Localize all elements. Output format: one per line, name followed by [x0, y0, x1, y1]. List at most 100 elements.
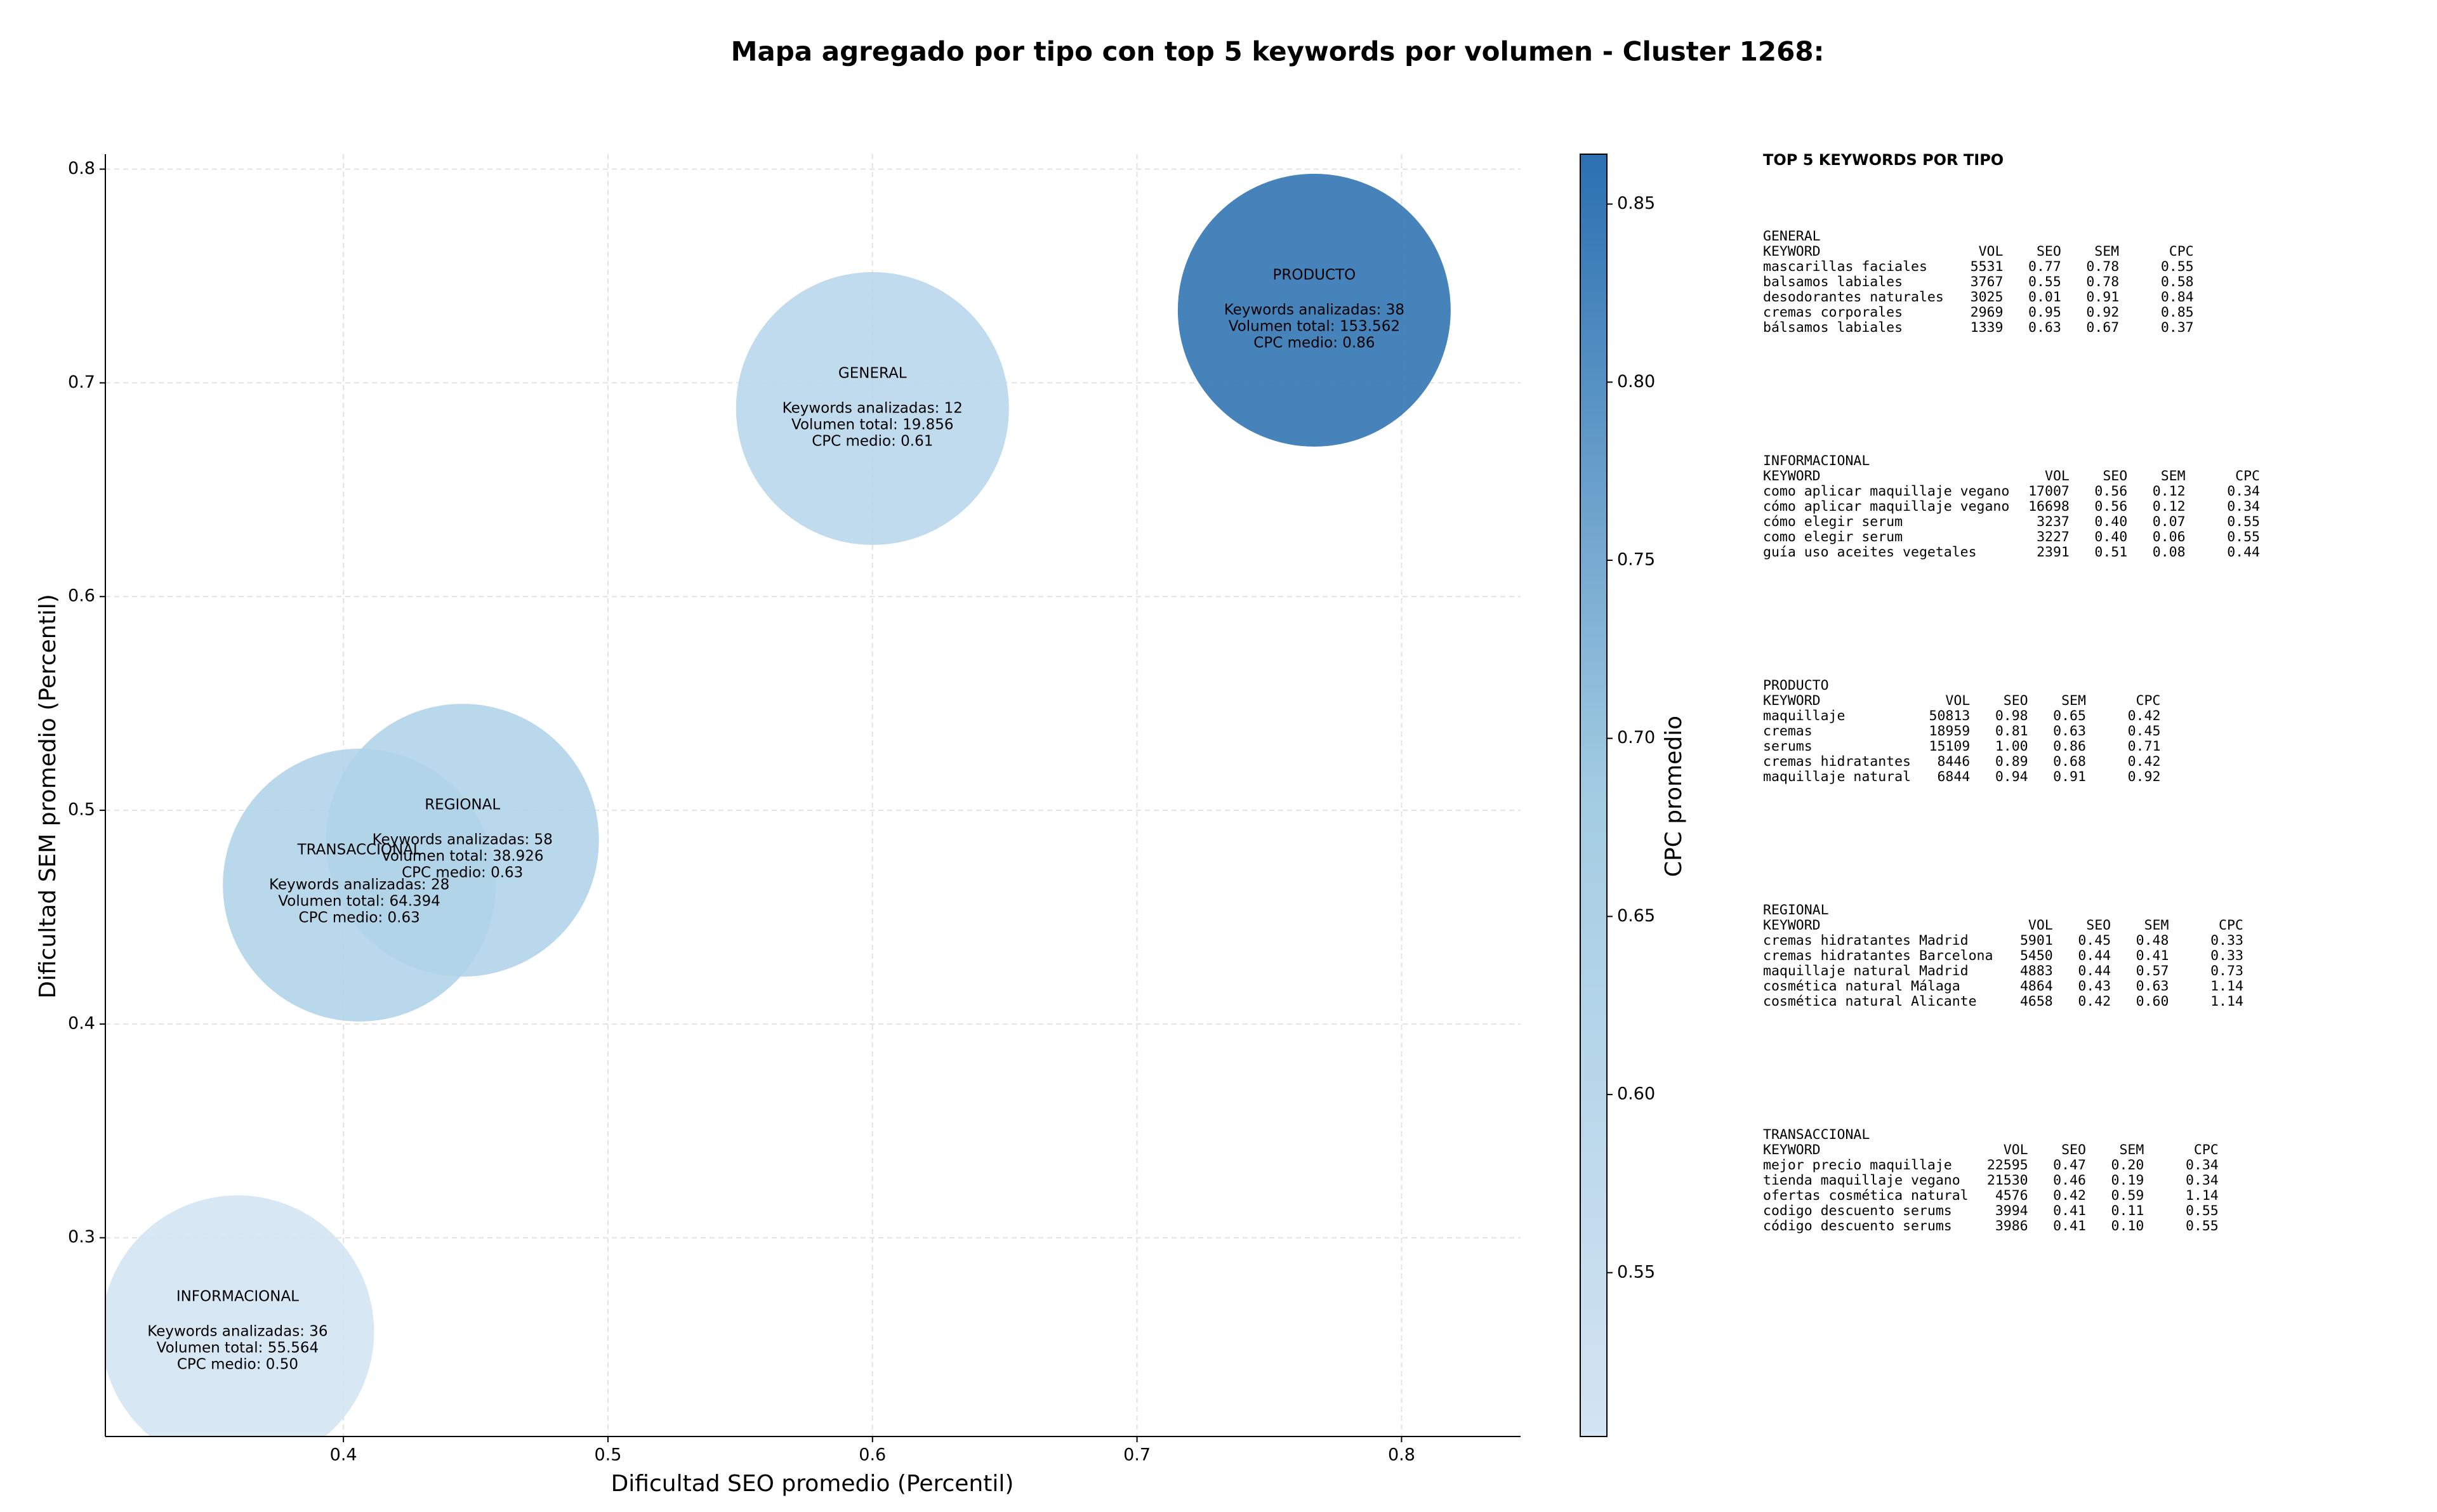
bubble: [1177, 173, 1451, 447]
table-cell: maquillaje: [1763, 708, 1845, 724]
table-cell: 0.11: [2111, 1203, 2144, 1219]
table-cell: 0.43: [2078, 978, 2111, 994]
column-header: SEM: [2094, 244, 2119, 260]
table-cell: 0.71: [2128, 739, 2161, 754]
table-cell: como elegir serum: [1763, 529, 1903, 545]
colorbar-tick-label: 0.60: [1617, 1084, 1655, 1104]
table-cell: 0.45: [2128, 723, 2161, 739]
table-cell: 0.92: [2128, 769, 2161, 785]
column-header: KEYWORD: [1763, 468, 1821, 484]
table-cell: 0.55: [2227, 529, 2260, 545]
table-cell: 0.47: [2053, 1157, 2086, 1173]
column-header: SEO: [2037, 244, 2061, 260]
colorbar-tick-label: 0.70: [1617, 728, 1655, 747]
table-cell: como aplicar maquillaje vegano: [1763, 483, 2009, 499]
bubble-annotation: Keywords analizadas: 28: [269, 876, 449, 893]
colorbar-tick-label: 0.80: [1617, 372, 1655, 391]
table-cell: 6844: [1937, 769, 1970, 785]
table-cell: 0.33: [2210, 948, 2243, 964]
column-header: SEM: [2061, 693, 2086, 709]
table-cell: 0.63: [2028, 320, 2061, 336]
colorbar-label: CPC promedio: [1661, 716, 1687, 877]
bubble: [736, 272, 1009, 545]
table-cell: 0.40: [2094, 529, 2127, 545]
panel-title: TOP 5 KEYWORDS POR TIPO: [1763, 151, 2004, 169]
column-header: VOL: [2028, 917, 2053, 933]
section-heading: REGIONAL: [1763, 902, 1829, 918]
table-cell: cómo elegir serum: [1763, 514, 1903, 530]
table-cell: 3227: [2037, 529, 2070, 545]
table-cell: 0.56: [2094, 483, 2127, 499]
table-cell: 0.57: [2136, 963, 2169, 979]
table-cell: 4864: [2020, 978, 2053, 994]
table-cell: 0.56: [2094, 499, 2127, 515]
table-cell: 3994: [1995, 1203, 2028, 1219]
bubble-label: GENERAL: [838, 365, 907, 381]
x-tick-label: 0.5: [594, 1445, 621, 1465]
table-cell: 0.95: [2028, 305, 2061, 320]
column-header: VOL: [1945, 693, 1970, 709]
table-cell: 0.41: [2136, 948, 2169, 964]
column-header: VOL: [2045, 468, 2070, 484]
table-cell: 18959: [1929, 723, 1971, 739]
column-header: KEYWORD: [1763, 244, 1821, 260]
table-cell: 0.34: [2186, 1173, 2219, 1188]
column-header: VOL: [1979, 244, 2004, 260]
table-cell: 0.10: [2111, 1218, 2144, 1234]
table-cell: 2969: [1971, 305, 2004, 320]
table-cell: 1.00: [1995, 739, 2028, 754]
table-cell: 0.63: [2053, 723, 2086, 739]
table-cell: 0.42: [2053, 1188, 2086, 1204]
table-cell: 5531: [1971, 259, 2004, 275]
table-cell: 0.55: [2028, 274, 2061, 290]
table-cell: 0.77: [2028, 259, 2061, 275]
table-cell: 0.44: [2078, 948, 2111, 964]
column-header: CPC: [2136, 693, 2161, 709]
bubble-label: PRODUCTO: [1273, 266, 1356, 283]
table-cell: 1.14: [2186, 1188, 2219, 1204]
bubble-annotation: Keywords analizadas: 12: [783, 400, 963, 416]
table-cell: 0.19: [2111, 1173, 2144, 1188]
y-tick-label: 0.5: [68, 800, 95, 820]
table-cell: 4576: [1995, 1188, 2028, 1204]
bubble-annotation: CPC medio: 0.86: [1253, 334, 1375, 351]
table-cell: 0.58: [2161, 274, 2194, 290]
bubble-annotation: Keywords analizadas: 38: [1224, 301, 1404, 318]
table-cell: 2391: [2037, 544, 2070, 560]
table-cell: 50813: [1929, 708, 1971, 724]
table-cell: 17007: [2028, 483, 2070, 499]
x-axis-label: Dificultad SEO promedio (Percentil): [611, 1471, 1014, 1497]
table-cell: maquillaje natural Madrid: [1763, 963, 1969, 979]
column-header: CPC: [2169, 244, 2194, 260]
table-cell: 0.81: [1995, 723, 2028, 739]
column-header: CPC: [2194, 1142, 2219, 1158]
table-cell: 0.06: [2153, 529, 2186, 545]
table-cell: 0.01: [2028, 289, 2061, 305]
table-cell: 0.42: [2128, 708, 2161, 724]
table-cell: 0.98: [1995, 708, 2028, 724]
table-cell: 0.55: [2186, 1218, 2219, 1234]
bubble-annotation: CPC medio: 0.63: [402, 865, 523, 881]
column-header: SEM: [2119, 1142, 2144, 1158]
table-cell: 8446: [1937, 754, 1970, 770]
table-cell: 0.51: [2094, 544, 2127, 560]
y-tick-label: 0.3: [68, 1227, 95, 1247]
table-cell: 0.46: [2053, 1173, 2086, 1188]
table-cell: 0.44: [2227, 544, 2260, 560]
table-cell: 0.40: [2094, 514, 2127, 530]
table-cell: 0.42: [2128, 754, 2161, 770]
bubble-annotation: Volumen total: 64.394: [278, 893, 440, 909]
table-cell: cremas corporales: [1763, 305, 1903, 320]
table-cell: 0.91: [2053, 769, 2086, 785]
table-cell: tienda maquillaje vegano: [1763, 1173, 1960, 1188]
foreground: 0.4 0.5 0.6 0.7 0.8 0.3 0.4 0.5 0.6 0.7 0.8 GENERAL…: [68, 154, 2260, 1465]
table-cell: 0.60: [2136, 994, 2169, 1009]
colorbar-tick-label: 0.55: [1617, 1262, 1655, 1282]
bubble: [223, 748, 496, 1022]
table-cell: 0.12: [2153, 483, 2186, 499]
table-cell: 0.89: [1995, 754, 2028, 770]
table-cell: 5901: [2020, 933, 2053, 949]
section-heading: PRODUCTO: [1763, 678, 1829, 694]
table-cell: 3237: [2037, 514, 2070, 530]
table-cell: codigo descuento serums: [1763, 1203, 1952, 1219]
